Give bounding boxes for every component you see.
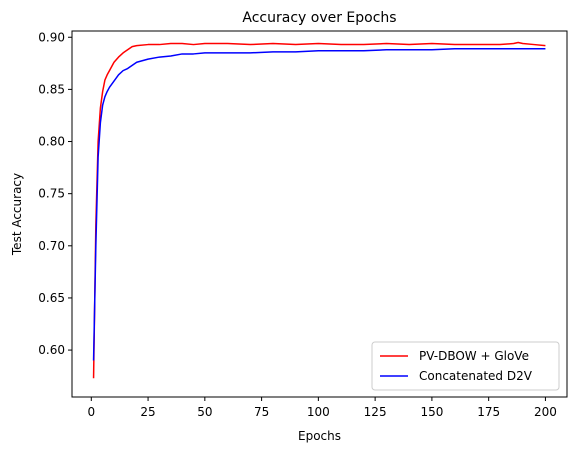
y-tick-label: 0.65 <box>38 291 65 305</box>
series-line-1 <box>92 41 546 379</box>
plot-frame <box>71 30 568 398</box>
x-tick-label: 175 <box>477 405 500 419</box>
x-tick-label: 200 <box>534 405 557 419</box>
x-tick-label: 75 <box>254 405 269 419</box>
x-axis-title: Epochs <box>298 429 341 443</box>
x-tick-label: 0 <box>87 405 95 419</box>
x-tick-label: 150 <box>420 405 443 419</box>
x-tick-label: 125 <box>364 405 387 419</box>
x-tick-label: 25 <box>140 405 155 419</box>
x-axis-ticks: 0 25 50 75 100 125 150 175 200 <box>87 397 557 419</box>
x-tick-label: 100 <box>307 405 330 419</box>
legend: PV-DBOW + GloVe Concatenated D2V <box>371 341 560 391</box>
x-tick-label: 50 <box>197 405 212 419</box>
y-tick-label: 0.80 <box>38 135 65 149</box>
series-lines <box>92 41 546 379</box>
legend-box <box>371 341 560 391</box>
y-tick-label: 0.90 <box>38 30 65 44</box>
y-tick-label: 0.70 <box>38 239 65 253</box>
y-tick-label: 0.75 <box>38 187 65 201</box>
legend-label: PV-DBOW + GloVe <box>419 349 529 363</box>
y-tick-label: 0.60 <box>38 343 65 357</box>
y-axis-title: Test Accuracy <box>10 173 24 256</box>
legend-label: Concatenated D2V <box>419 369 533 383</box>
chart-title: Accuracy over Epochs <box>242 10 396 26</box>
y-tick-label: 0.85 <box>38 82 65 96</box>
series-line-2 <box>92 47 546 361</box>
y-axis-ticks: 0.60 0.65 0.70 0.75 0.80 0.85 0.90 <box>38 30 72 357</box>
